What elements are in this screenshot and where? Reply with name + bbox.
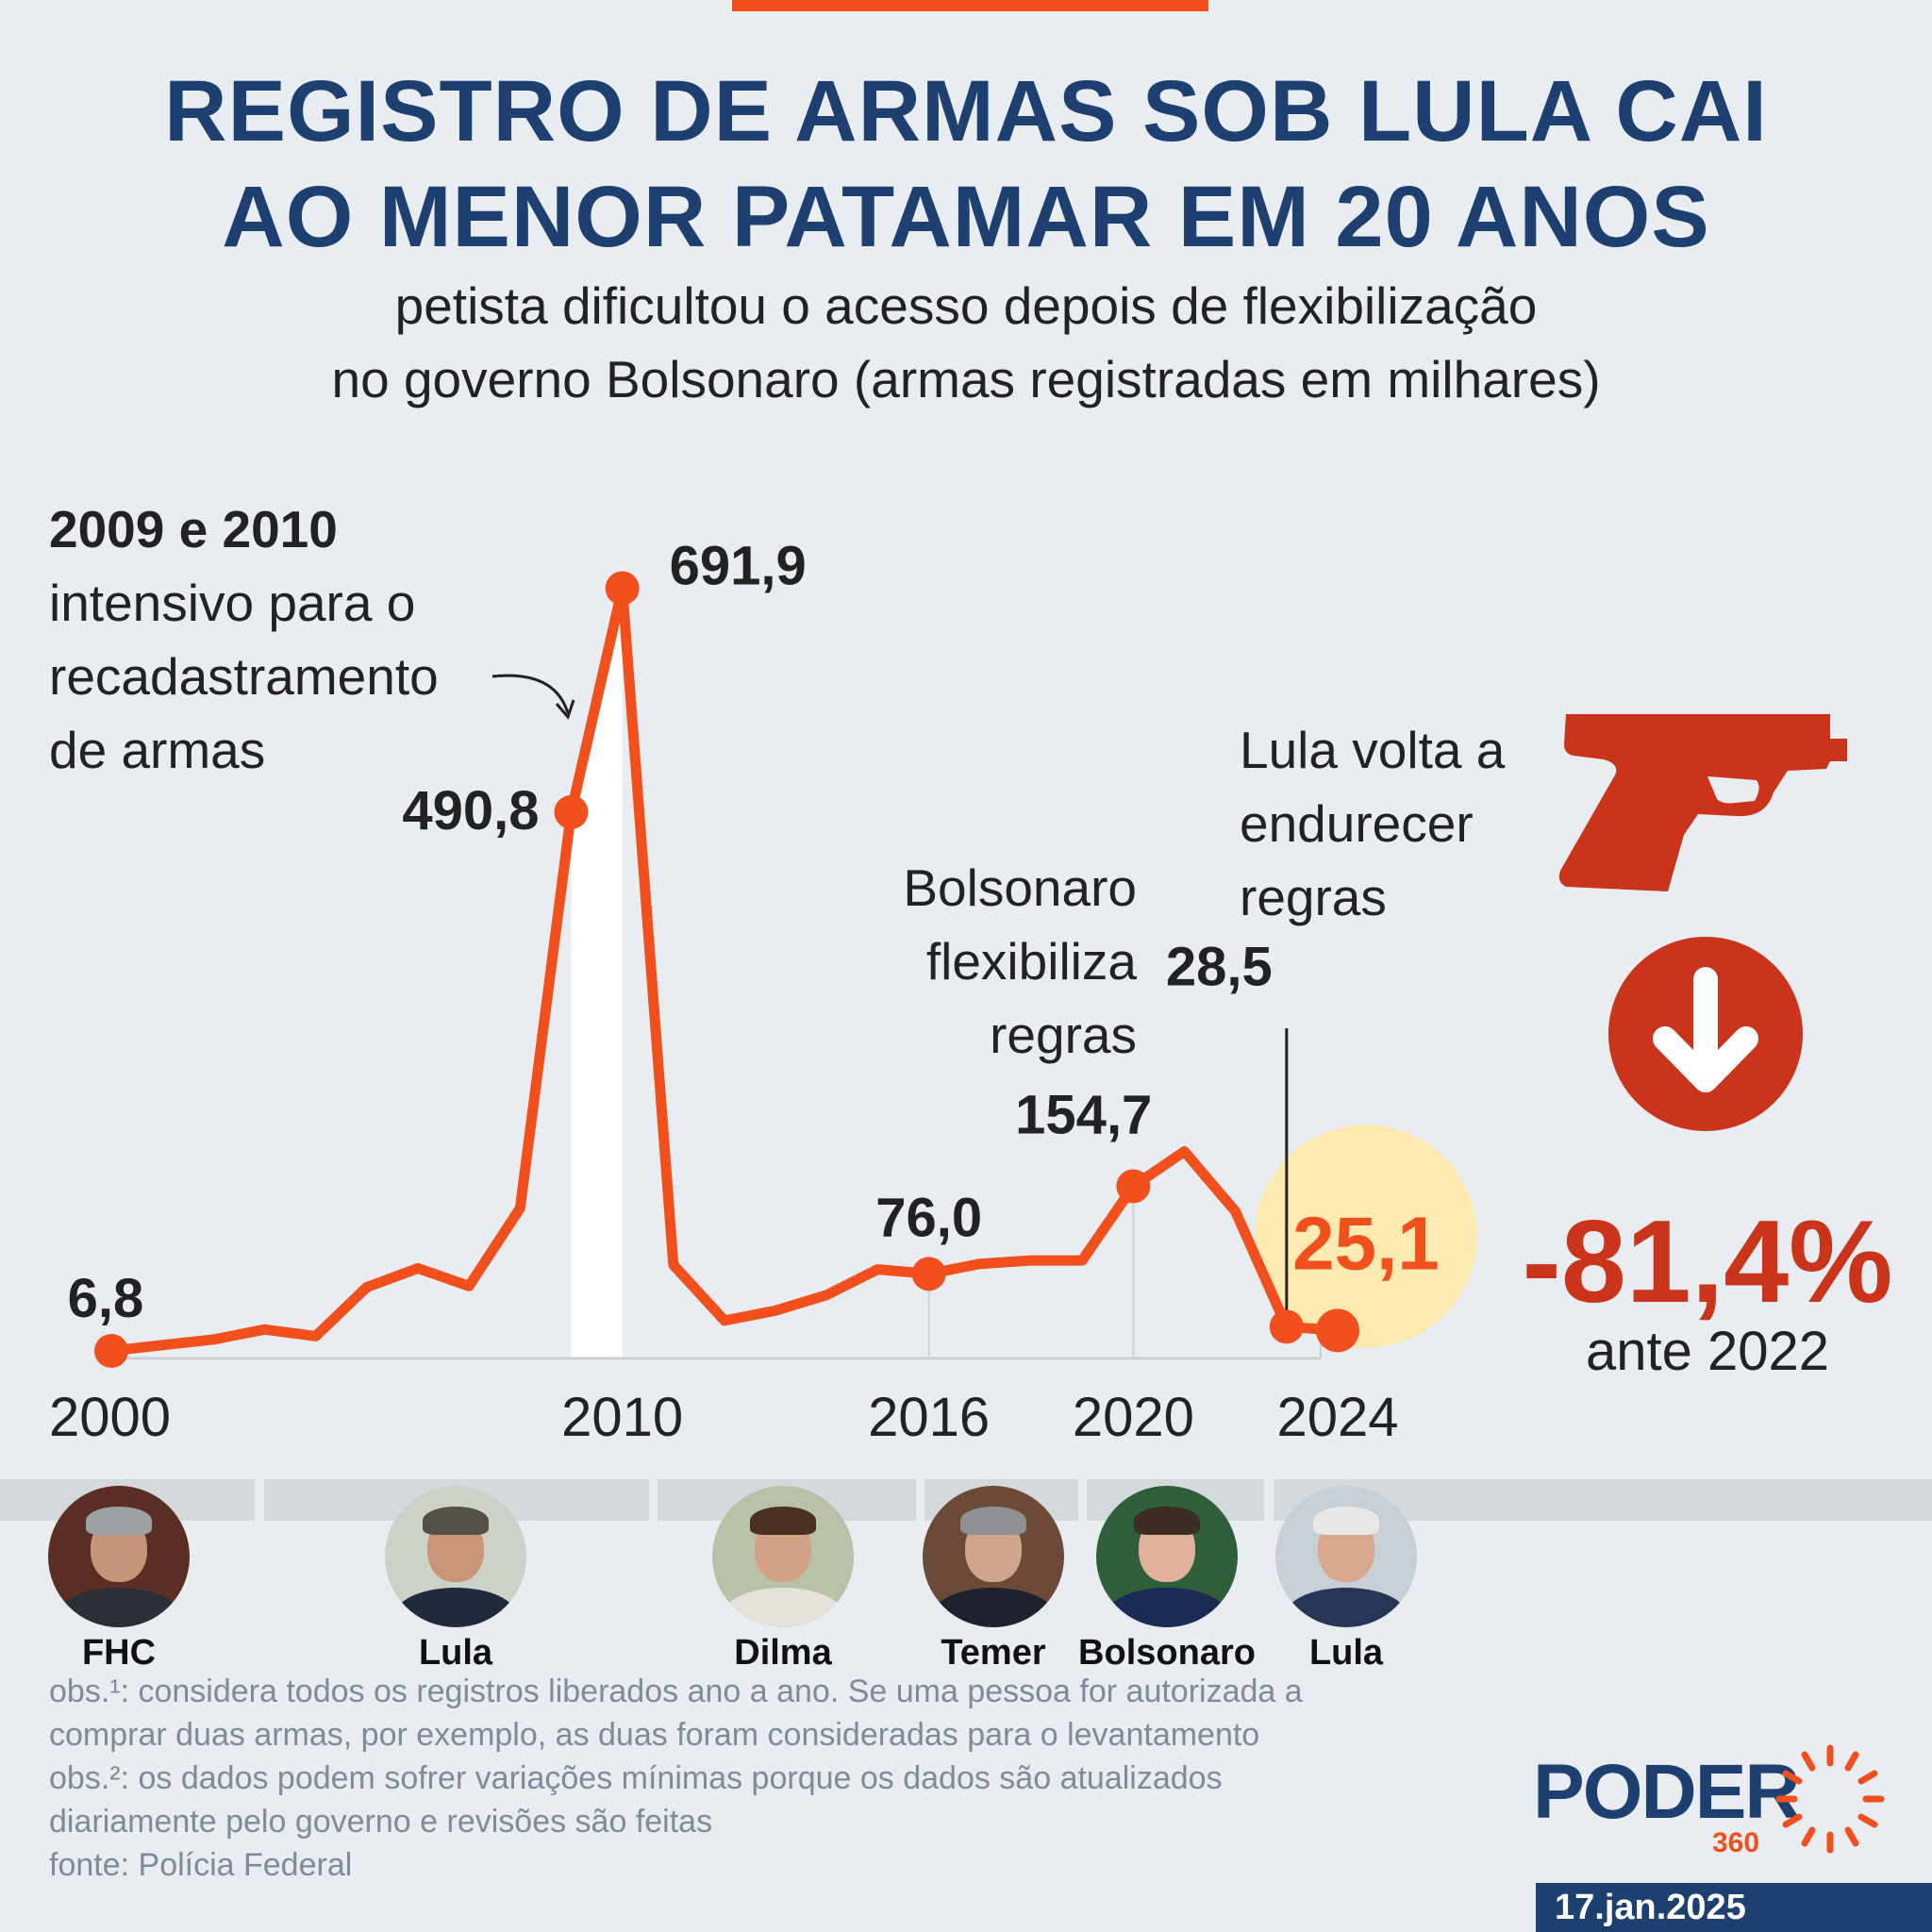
data-label-2020: 154,7 [1015,1084,1152,1145]
arrow-down-icon [1608,937,1803,1131]
data-point-2020 [1116,1169,1151,1204]
data-point-2016 [911,1257,946,1291]
x-tick-label-2016: 2016 [868,1387,990,1448]
annotation-recad-line-3: de armas [49,721,266,779]
highlight-band [571,588,623,1358]
annotation-arrowhead [555,699,575,720]
avatar [712,1486,854,1627]
annotation-recad-bold: 2009 e 2010 [49,500,338,558]
highlight-circle [1255,1124,1477,1348]
president-fhc: FHC [15,1486,223,1674]
data-label-2009: 490,8 [402,780,539,841]
avatar [1096,1486,1238,1627]
annotation-bolso-line-2: flexibiliza [925,932,1137,991]
data-label-2024: 25,1 [1292,1201,1440,1285]
subtitle-line-2: no governo Bolsonaro (armas registradas … [331,350,1601,408]
annotation-recad-line-1: intensivo para o [49,574,416,632]
x-tick-label-2010: 2010 [561,1387,683,1448]
line-chart: 6,8 490,8 691,9 76,0 154,7 28,5 25,1 2000 2010 20… [49,536,1477,1448]
annotation-bolso-line-1: Bolsonaro [903,858,1137,917]
president-lula-1: Lula [352,1486,559,1674]
annotation-lula: Lula volta a endurecer regras [1240,713,1505,934]
title-line-1: REGISTRO DE ARMAS SOB LULA CAI [164,63,1768,159]
president-name: Bolsonaro [1078,1633,1256,1673]
page-subtitle: petista dificultou o acesso depois de fl… [0,269,1932,416]
data-label-2016: 76,0 [875,1187,982,1248]
percent-change-value: -81,4% [1522,1197,1893,1327]
top-accent-bar [732,0,1208,11]
avatar [48,1486,190,1627]
president-name: Lula [418,1633,493,1673]
president-bolsonaro: Bolsonaro [1063,1486,1271,1674]
footnotes: obs.¹: considera todos os registros libe… [49,1670,1303,1887]
logo-number: 360 [1712,1827,1760,1858]
annotation-lula-line-2: endurecer [1240,794,1474,853]
data-label-2000: 6,8 [68,1268,144,1329]
source-line: fonte: Polícia Federal [49,1847,353,1883]
footnote-line: diariamente pelo governo e revisões são … [49,1804,713,1840]
sunburst-icon [1775,1744,1885,1854]
footnote-line: obs.¹: considera todos os registros libe… [49,1674,1303,1709]
data-label-2010: 691,9 [670,536,807,597]
publication-date: 17.jan.2025 [1536,1883,1932,1932]
page-title: REGISTRO DE ARMAS SOB LULA CAI AO MENOR … [0,58,1932,270]
poder360-logo: PODER 360 [1533,1744,1885,1858]
percent-change-label: ante 2022 [1585,1321,1830,1382]
footnote-line: comprar duas armas, por exemplo, as duas… [49,1717,1260,1753]
x-tick-label-2000: 2000 [49,1387,171,1448]
subtitle-line-1: petista dificultou o acesso depois de fl… [394,276,1538,335]
avatar [1275,1486,1417,1627]
annotation-lula-line-1: Lula volta a [1240,721,1506,779]
annotation-bolso-line-3: regras [990,1006,1137,1064]
president-temer: Temer [890,1486,1097,1674]
data-point-2010 [605,571,640,606]
data-point-2024 [1316,1308,1359,1353]
avatar [923,1486,1064,1627]
logo-wordmark: PODER [1533,1749,1801,1835]
annotation-lula-line-3: regras [1240,868,1387,926]
annotation-arrow [491,674,570,714]
data-point-2000 [94,1333,128,1368]
data-point-2023 [1269,1309,1304,1344]
president-name: FHC [81,1633,157,1673]
pistol-icon [1558,714,1847,891]
x-tick-label-2024: 2024 [1276,1387,1398,1448]
annotation-recadastramento: 2009 e 2010 intensivo para o recadastram… [49,492,439,787]
annotation-bolsonaro: Bolsonaro flexibiliza regras [849,851,1137,1072]
title-line-2: AO MENOR PATAMAR EM 20 ANOS [222,169,1710,265]
data-label-2023: 28,5 [1166,936,1273,997]
president-dilma: Dilma [679,1486,887,1674]
president-lula-2: Lula [1242,1486,1450,1674]
footnote-line: obs.²: os dados podem sofrer variações m… [49,1760,1223,1796]
president-name: Temer [941,1633,1046,1673]
avatar [385,1486,526,1627]
president-name: Dilma [734,1633,832,1673]
president-name: Lula [1308,1633,1384,1673]
x-tick-label-2020: 2020 [1073,1387,1194,1448]
annotation-recad-line-2: recadastramento [49,647,439,706]
data-point-2009 [554,794,589,829]
